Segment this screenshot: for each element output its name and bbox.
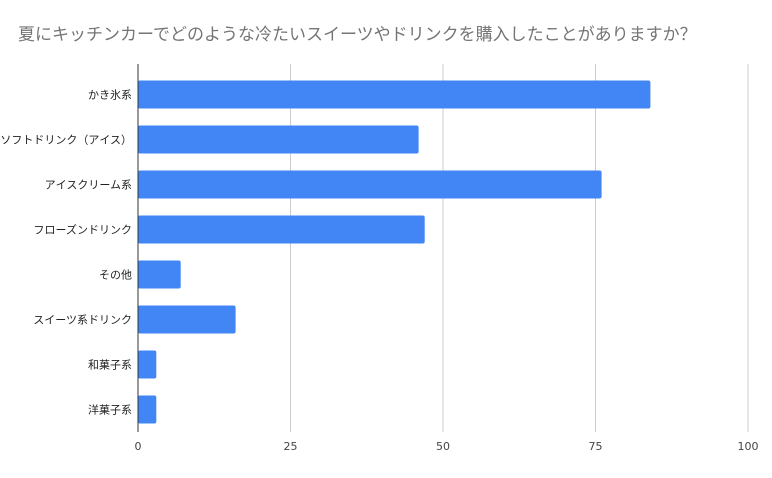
x-tick-label: 25	[284, 440, 298, 453]
category-label: その他	[99, 269, 132, 282]
x-tick-label: 100	[738, 440, 759, 453]
bar-4	[138, 260, 181, 289]
x-tick-label: 50	[436, 440, 450, 453]
bar-7	[138, 395, 157, 424]
bar-0	[138, 80, 651, 109]
x-tick-labels: 0 25 50 75 100	[135, 440, 759, 453]
gridlines	[290, 64, 749, 432]
chart-title: 夏にキッチンカーでどのような冷たいスイーツやドリンクを購入したことがありますか？	[18, 25, 697, 45]
bar-1	[138, 125, 419, 154]
category-label: アイスクリーム系	[45, 179, 132, 192]
category-label: スイーツ系ドリンク	[33, 314, 132, 327]
category-label: 洋菓子系	[88, 403, 132, 417]
bar-3	[138, 215, 425, 244]
bar-6	[138, 350, 157, 379]
bar-5	[138, 305, 236, 334]
x-tick-label: 0	[135, 440, 142, 453]
bars	[138, 80, 651, 424]
bar-2	[138, 170, 602, 199]
category-label: 和菓子系	[88, 359, 132, 372]
category-label: かき氷系	[88, 89, 132, 102]
category-label: フローズンドリンク	[34, 223, 132, 237]
category-label: ソフトドリンク（アイス）	[0, 134, 132, 147]
x-tick-label: 75	[589, 440, 603, 453]
